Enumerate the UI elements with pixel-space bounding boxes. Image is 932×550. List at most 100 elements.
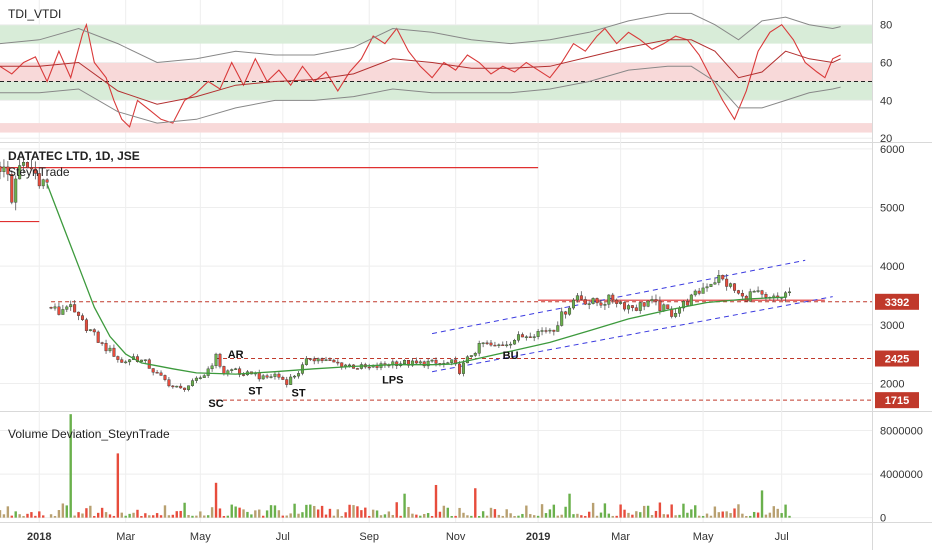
volume-bar: [61, 503, 65, 518]
tdi-tick-label: 20: [880, 133, 892, 145]
candle-body: [524, 336, 528, 338]
time-tick-label: Nov: [446, 531, 466, 543]
channel-upper: [431, 259, 806, 335]
candle-body: [230, 369, 234, 371]
volume-bar: [458, 507, 461, 518]
volume-bar: [615, 515, 618, 518]
volume-bar: [729, 513, 732, 518]
volume-bar: [344, 512, 347, 518]
candle-body: [450, 359, 454, 363]
candle-body: [607, 294, 611, 305]
volume-bar: [721, 511, 724, 518]
candle-body: [548, 329, 552, 332]
volume-bar: [254, 510, 257, 518]
volume-bar: [536, 515, 540, 518]
candle-body: [591, 298, 595, 304]
volume-bar: [179, 510, 182, 518]
candle-body: [736, 290, 740, 294]
candle-body: [273, 373, 277, 377]
candle-body: [666, 304, 670, 310]
candle-body: [587, 303, 591, 305]
candle-body: [701, 287, 705, 294]
wyckoff-label: SC: [208, 398, 223, 410]
volume-bar: [112, 515, 116, 518]
volume-bar: [332, 515, 336, 518]
volume-bar: [250, 514, 253, 518]
volume-bar: [430, 516, 434, 518]
candle-body: [505, 344, 509, 347]
volume-bar: [607, 513, 611, 518]
candle-body: [752, 291, 756, 293]
candle-body: [556, 325, 560, 332]
volume-bar: [438, 511, 442, 518]
volume-bar: [336, 509, 340, 518]
candle-body: [619, 302, 623, 304]
candle-body: [725, 278, 729, 287]
volume-bar: [493, 509, 497, 518]
volume-bar: [733, 508, 736, 518]
volume-bar: [6, 506, 10, 518]
volume-bar: [784, 504, 787, 518]
volume-bar: [328, 508, 332, 518]
volume-bar: [403, 493, 406, 518]
volume-bar: [285, 515, 288, 518]
candle-body: [469, 355, 473, 357]
volume-bar: [725, 511, 728, 518]
candle-body: [77, 311, 81, 316]
volume-bar: [375, 510, 379, 518]
candle-body: [418, 361, 422, 364]
candle-body: [61, 309, 65, 315]
volume-bar: [470, 515, 473, 518]
tdi-title: TDI_VTDI: [8, 7, 61, 21]
volume-bar: [591, 502, 595, 518]
volume-bar: [108, 514, 112, 518]
candle-body: [501, 344, 505, 347]
volume-bar: [521, 513, 524, 518]
candle-body: [733, 283, 737, 291]
volume-bar: [42, 515, 45, 518]
volume-bar: [619, 504, 622, 518]
volume-bar: [96, 512, 100, 518]
volume-bar: [77, 512, 80, 518]
candle-body: [293, 375, 297, 378]
candle-body: [595, 298, 599, 304]
candle-body: [564, 311, 568, 315]
candle-body: [214, 353, 218, 367]
candle-body: [218, 353, 222, 367]
level-badge-text: 1715: [885, 395, 909, 407]
volume-bar: [584, 515, 587, 518]
volume-tick-label: 4000000: [880, 469, 923, 481]
volume-bar: [697, 515, 701, 518]
candle-body: [434, 359, 438, 364]
time-tick-label: May: [190, 531, 211, 543]
volume-bar: [415, 514, 418, 518]
wyckoff-label: AR: [228, 349, 244, 361]
volume-bar: [564, 506, 567, 518]
candle-body: [740, 293, 744, 297]
volume-bar: [737, 504, 740, 518]
candle-body: [410, 360, 414, 366]
candle-body: [202, 375, 206, 378]
volume-bar: [140, 516, 143, 518]
volume-bar: [387, 511, 391, 518]
level-badge-text: 3392: [885, 297, 909, 309]
volume-bar: [238, 507, 241, 518]
volume-bar: [340, 516, 343, 518]
volume-bar: [395, 502, 398, 518]
volume-bar: [258, 509, 261, 518]
volume-bar: [587, 511, 591, 518]
volume-title: Volume Deviation_SteynTrade: [8, 427, 170, 441]
candle-body: [544, 330, 548, 332]
volume-bar: [289, 513, 292, 518]
candle-body: [112, 347, 116, 357]
time-tick-label: 2018: [27, 531, 51, 543]
candle-body: [674, 313, 678, 317]
volume-bar: [595, 515, 599, 518]
candle-body: [128, 359, 132, 363]
volume-bar: [199, 511, 202, 518]
volume-bar: [713, 506, 717, 518]
candle-body: [285, 379, 289, 385]
candle-body: [238, 368, 242, 375]
candle-body: [155, 372, 159, 374]
volume-bar: [81, 513, 84, 518]
